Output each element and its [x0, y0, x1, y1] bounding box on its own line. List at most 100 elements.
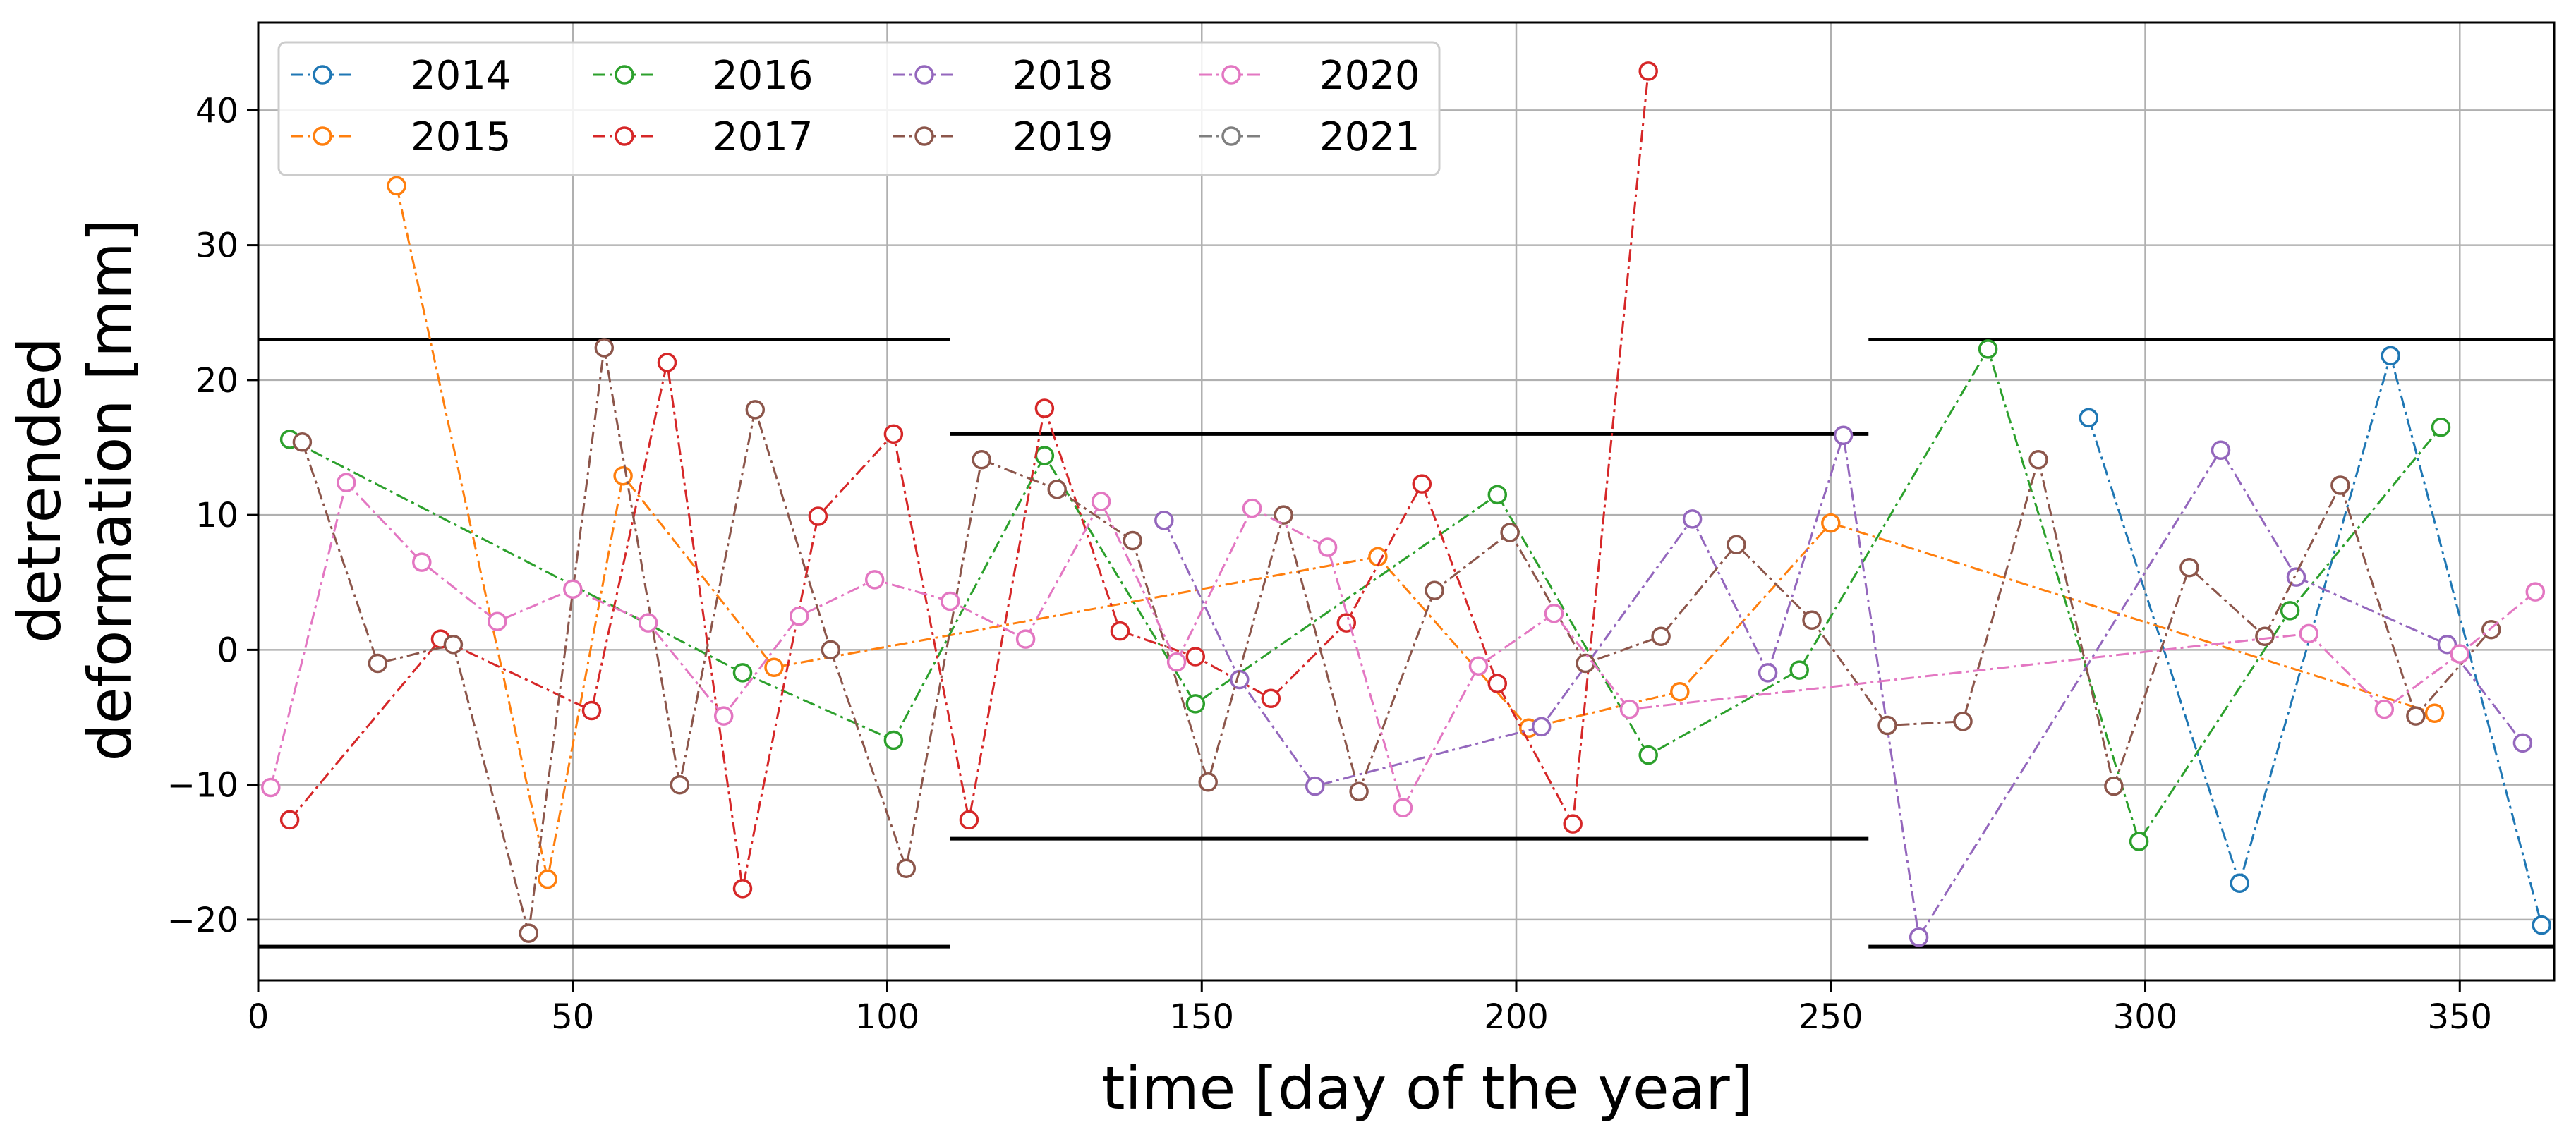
data-point-2019: [1877, 715, 1897, 736]
legend: 2014 2015 2016 2017 2018 2019 2020 2021: [277, 41, 1441, 176]
data-point-2020: [1393, 798, 1413, 817]
data-point-2016: [1034, 446, 1055, 465]
data-point-2016: [2129, 832, 2149, 851]
data-point-2017: [1412, 474, 1432, 494]
data-point-2019: [1425, 580, 1444, 600]
legend-item-2016: 2016: [593, 53, 814, 99]
series-2017: [279, 61, 1658, 899]
data-point-2020: [2374, 699, 2395, 719]
legend-item-2021: 2021: [1199, 114, 1420, 160]
data-point-2019: [1047, 480, 1067, 499]
data-point-2015: [1670, 681, 1690, 702]
data-point-2017: [808, 506, 828, 526]
data-point-2018: [1758, 663, 1778, 683]
data-point-2016: [1185, 694, 1206, 714]
data-point-2015: [2424, 703, 2445, 724]
data-point-2018: [2437, 634, 2457, 655]
legend-label: 2017: [713, 114, 814, 160]
data-point-2015: [764, 657, 784, 678]
y-axis-label: detrended deformation [mm]: [5, 219, 145, 761]
data-point-2020: [488, 611, 507, 631]
data-point-2016: [1638, 745, 1658, 765]
series-line-2017: [289, 71, 1650, 889]
data-point-2020: [638, 613, 658, 633]
plot-frame: [257, 21, 2556, 982]
y-tick-label: 20: [195, 361, 238, 401]
y-axis-label-line-2: deformation [mm]: [75, 219, 145, 761]
data-point-2020: [2299, 623, 2319, 644]
data-point-2019: [2104, 776, 2124, 796]
legend-box: [277, 41, 1441, 176]
data-point-2017: [883, 424, 904, 444]
data-point-2019: [1274, 505, 1293, 525]
data-point-2019: [368, 653, 388, 674]
x-tick-label: 250: [1798, 997, 1863, 1037]
data-point-2019: [1576, 653, 1595, 674]
data-point-2017: [1261, 688, 1281, 709]
x-axis-label: time [day of the year]: [1102, 1054, 1753, 1123]
data-point-2019: [292, 432, 313, 452]
data-point-2019: [1727, 535, 1746, 554]
series-2015: [387, 176, 2445, 889]
data-point-2017: [1638, 61, 1658, 81]
data-point-2017: [1563, 814, 1583, 834]
legend-marker: [313, 65, 332, 85]
data-point-2020: [864, 570, 885, 590]
data-point-2016: [883, 730, 904, 750]
x-tick-label: 150: [1169, 997, 1234, 1037]
data-point-2017: [1487, 674, 1508, 693]
data-point-2019: [1198, 772, 1218, 792]
data-point-2018: [2286, 567, 2306, 587]
series-2019: [292, 338, 2501, 943]
legend-entries: 2014 2015 2016 2017 2018 2019 2020 2021: [291, 53, 1420, 160]
legend-item-2018: 2018: [893, 53, 1113, 99]
series-line-2018: [1163, 434, 2524, 941]
data-point-2018: [2512, 733, 2533, 753]
data-point-2020: [1317, 537, 1338, 557]
legend-label: 2020: [1319, 53, 1420, 99]
data-point-2019: [594, 338, 615, 358]
data-point-2017: [1034, 398, 1055, 418]
legend-label: 2018: [1012, 53, 1113, 99]
data-point-2019: [1123, 530, 1142, 551]
series-layer: [261, 61, 2551, 947]
data-point-2017: [959, 810, 979, 830]
series-line-2019: [301, 347, 2492, 934]
data-point-2020: [412, 552, 432, 572]
data-point-2017: [732, 879, 753, 899]
legend-label: 2014: [411, 53, 512, 99]
legend-marker: [615, 65, 634, 85]
data-point-2019: [1953, 712, 1973, 731]
x-tick-label: 0: [248, 997, 270, 1037]
data-point-2019: [1802, 610, 1822, 631]
legend-item-2014: 2014: [291, 53, 512, 99]
x-axis-ticks: 0 50 100 150 200 250 300 350: [248, 980, 2492, 1037]
data-point-2015: [1821, 513, 1841, 533]
legend-marker: [914, 126, 934, 146]
data-point-2019: [2406, 706, 2426, 726]
data-point-2016: [1789, 660, 1809, 680]
legend-label: 2016: [713, 53, 814, 99]
legend-marker: [1221, 65, 1241, 85]
legend-label: 2021: [1319, 114, 1420, 160]
data-point-2019: [2028, 449, 2048, 470]
legend-item-2017: 2017: [593, 114, 814, 160]
x-tick-label: 300: [2113, 997, 2178, 1037]
data-point-2018: [1682, 509, 1703, 529]
y-axis-ticks: −20 −10 0 10 20 30 40: [167, 91, 258, 940]
y-tick-label: −20: [167, 901, 238, 940]
data-point-2014: [2532, 915, 2551, 935]
legend-item-2020: 2020: [1199, 53, 1420, 99]
x-tick-label: 50: [551, 997, 594, 1037]
legend-item-2015: 2015: [291, 114, 512, 160]
data-point-2018: [1154, 511, 1174, 530]
data-point-2017: [581, 700, 602, 721]
data-point-2016: [2280, 601, 2300, 621]
data-point-2015: [1368, 547, 1388, 567]
data-point-2014: [2079, 408, 2099, 428]
series-2018: [1154, 425, 2533, 947]
grid: [257, 23, 2554, 980]
series-line-2015: [395, 185, 2436, 880]
data-point-2018: [1909, 927, 1929, 947]
data-point-2020: [337, 473, 356, 492]
